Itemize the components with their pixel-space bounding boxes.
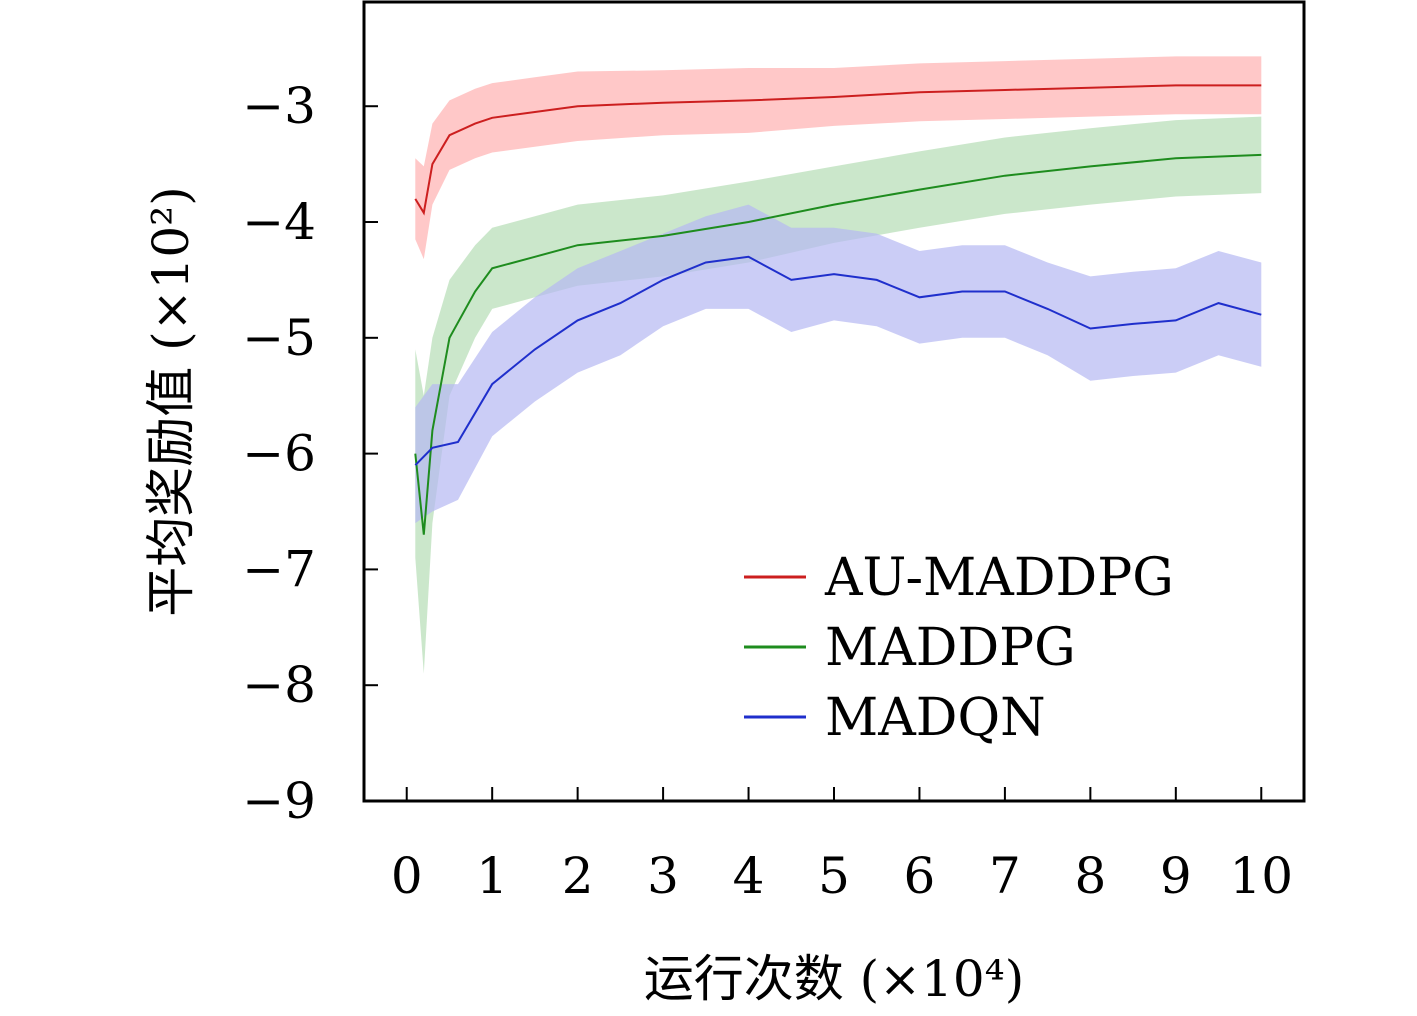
y-tick-label: −5 xyxy=(242,309,316,367)
y-tick-label: −7 xyxy=(242,540,316,598)
y-axis-label: 平均奖励值 (×10²) xyxy=(142,186,200,616)
legend-entry: MADQN xyxy=(825,688,1046,748)
legend: AU-MADDPG MADDPG MADQN xyxy=(744,548,1174,748)
mean-lines xyxy=(414,84,1262,535)
x-tick-label: 3 xyxy=(647,847,679,905)
y-tick-label: −8 xyxy=(242,656,316,714)
x-tick-label: 9 xyxy=(1160,847,1192,905)
line-2 xyxy=(414,255,1262,466)
y-tick-label: −4 xyxy=(242,193,316,251)
y-tick-label: −6 xyxy=(242,425,316,483)
x-tick-label: 5 xyxy=(818,847,850,905)
x-tick-label: 6 xyxy=(904,847,936,905)
x-tick-label: 2 xyxy=(562,847,594,905)
variance-bands xyxy=(415,56,1262,674)
y-tick-label: −9 xyxy=(242,772,316,830)
legend-entry: MADDPG xyxy=(825,618,1076,678)
x-tick-label: 1 xyxy=(476,847,508,905)
y-axis-ticks: −9 −8 −7 −6 −5 −4 −3 xyxy=(242,77,378,830)
line-0 xyxy=(414,84,1262,216)
legend-entry: AU-MADDPG xyxy=(824,548,1174,608)
x-tick-label: 7 xyxy=(989,847,1021,905)
band-0 xyxy=(415,56,1262,260)
y-tick-label: −3 xyxy=(242,77,316,135)
line-1 xyxy=(414,153,1262,535)
band-2 xyxy=(415,204,1262,524)
x-axis-label: 运行次数 (×10⁴) xyxy=(644,950,1024,1008)
x-tick-label: 0 xyxy=(391,847,423,905)
x-axis-ticks: 0 1 2 3 4 5 6 7 8 9 10 xyxy=(391,787,1293,905)
x-tick-label: 8 xyxy=(1074,847,1106,905)
x-tick-label: 4 xyxy=(733,847,765,905)
x-tick-label: 10 xyxy=(1229,847,1293,905)
